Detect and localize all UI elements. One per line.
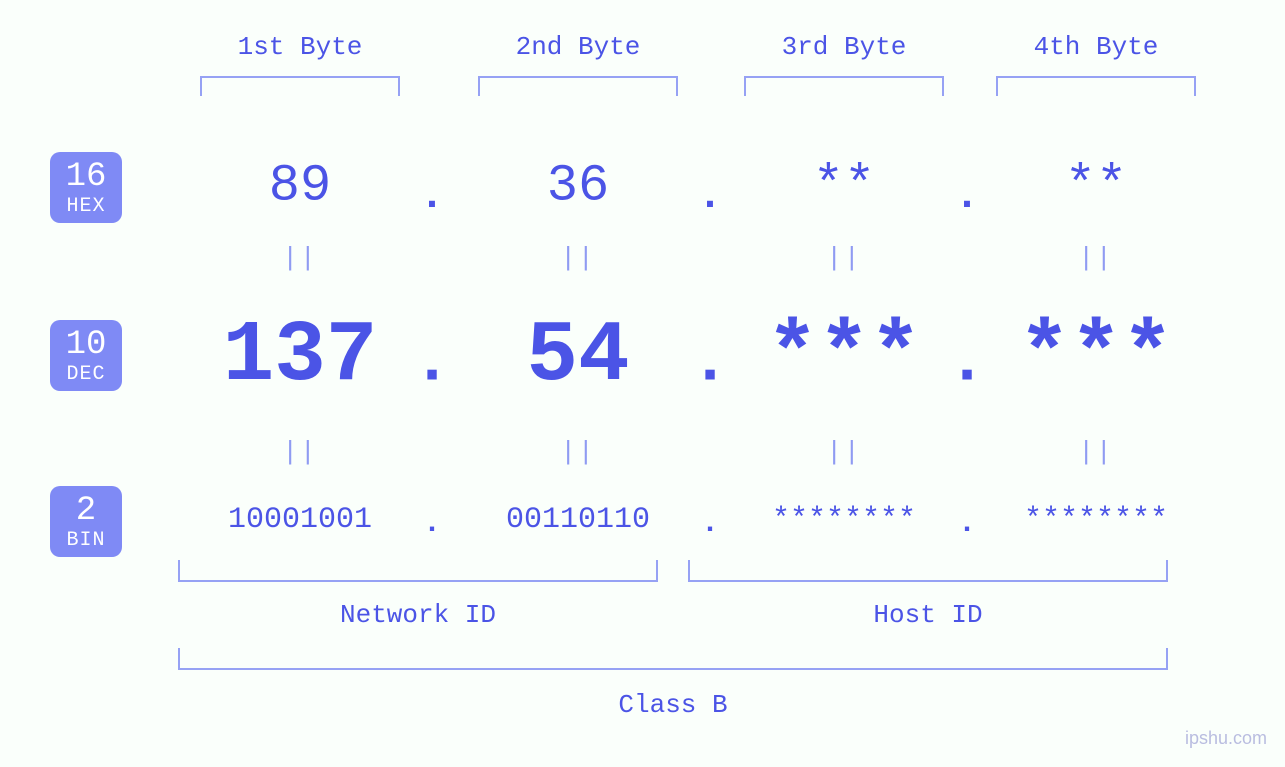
dot-sep: . [690, 325, 730, 400]
bin-byte-3: ******** [772, 503, 916, 537]
base-badge-hex: 16 HEX [50, 152, 122, 223]
byte-bracket-1 [200, 76, 400, 96]
base-code: HEX [50, 196, 122, 217]
hex-byte-4: ** [1065, 157, 1127, 216]
byte-label-3: 3rd Byte [782, 32, 907, 62]
byte-label-1: 1st Byte [238, 32, 363, 62]
network-id-bracket [178, 560, 658, 582]
byte-bracket-2 [478, 76, 678, 96]
base-badge-dec: 10 DEC [50, 320, 122, 391]
byte-bracket-3 [744, 76, 944, 96]
equals-icon: || [560, 243, 595, 273]
dec-byte-3: *** [767, 307, 922, 405]
dot-sep: . [419, 172, 444, 220]
watermark-text: ipshu.com [1185, 728, 1267, 749]
equals-icon: || [826, 243, 861, 273]
host-id-label: Host ID [873, 600, 982, 630]
hex-byte-1: 89 [269, 157, 331, 216]
base-number: 2 [50, 494, 122, 530]
class-label: Class B [618, 690, 727, 720]
dot-sep: . [423, 507, 441, 541]
base-code: BIN [50, 530, 122, 551]
base-badge-bin: 2 BIN [50, 486, 122, 557]
equals-icon: || [826, 437, 861, 467]
ip-bytes-diagram: 1st Byte 2nd Byte 3rd Byte 4th Byte 16 H… [0, 0, 1285, 767]
base-code: DEC [50, 364, 122, 385]
equals-icon: || [1078, 243, 1113, 273]
dot-sep: . [954, 172, 979, 220]
hex-byte-2: 36 [547, 157, 609, 216]
base-number: 16 [50, 160, 122, 196]
bin-byte-4: ******** [1024, 503, 1168, 537]
dot-sep: . [947, 325, 987, 400]
dec-byte-1: 137 [223, 307, 378, 405]
hex-byte-3: ** [813, 157, 875, 216]
byte-bracket-4 [996, 76, 1196, 96]
byte-label-4: 4th Byte [1034, 32, 1159, 62]
equals-icon: || [282, 437, 317, 467]
dot-sep: . [958, 507, 976, 541]
bin-byte-2: 00110110 [506, 503, 650, 537]
dot-sep: . [412, 325, 452, 400]
equals-icon: || [560, 437, 595, 467]
bin-byte-1: 10001001 [228, 503, 372, 537]
dot-sep: . [701, 507, 719, 541]
class-bracket [178, 648, 1168, 670]
equals-icon: || [1078, 437, 1113, 467]
dot-sep: . [697, 172, 722, 220]
equals-icon: || [282, 243, 317, 273]
network-id-label: Network ID [340, 600, 496, 630]
host-id-bracket [688, 560, 1168, 582]
dec-byte-2: 54 [526, 307, 629, 405]
dec-byte-4: *** [1019, 307, 1174, 405]
base-number: 10 [50, 328, 122, 364]
byte-label-2: 2nd Byte [516, 32, 641, 62]
